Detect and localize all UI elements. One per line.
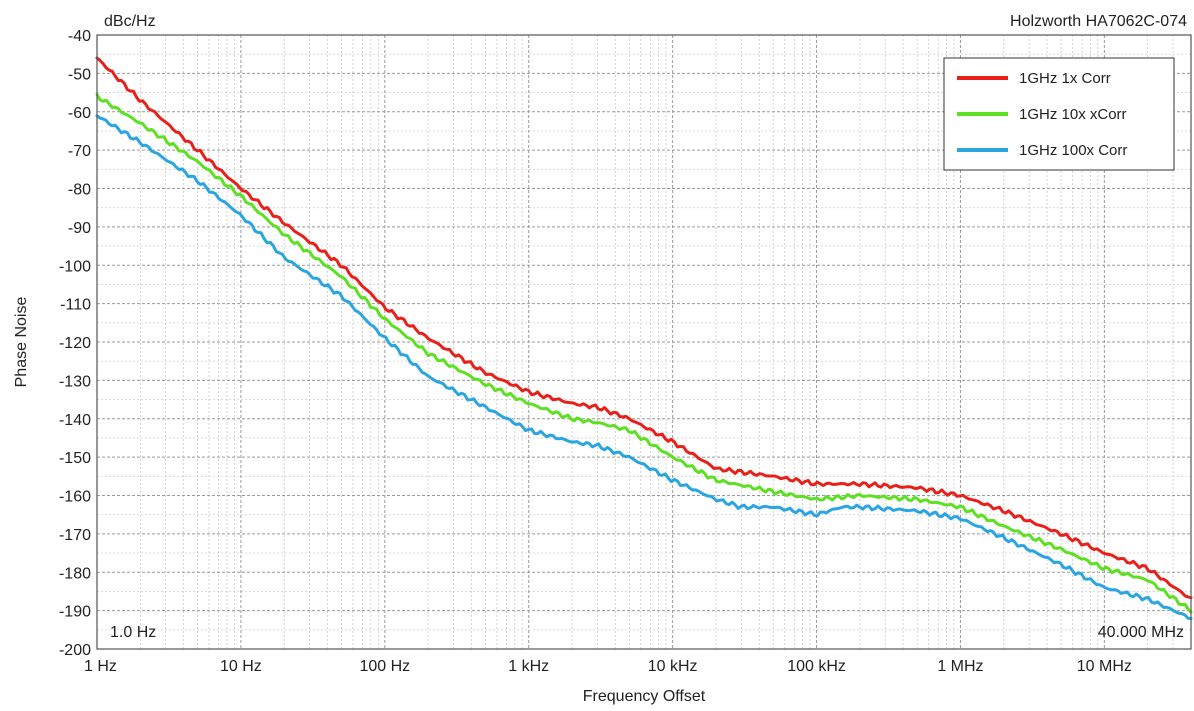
y-tick-label: -160 xyxy=(59,489,91,506)
y-tick-label: -90 xyxy=(68,220,91,237)
y-tick-label: -170 xyxy=(59,527,91,544)
legend-label-1: 1GHz 1x Corr xyxy=(1019,70,1111,87)
x-tick-label: 1 kHz xyxy=(508,658,549,675)
y-tick-label: -40 xyxy=(68,28,91,45)
series-line-3 xyxy=(95,114,1193,621)
legend: 1GHz 1x Corr 1GHz 10x xCorr 1GHz 100x Corr xyxy=(943,57,1175,171)
x-tick-labels: 1 Hz 10 Hz 100 Hz 1 kHz 10 kHz 100 kHz 1 MHz 10… xyxy=(84,658,1132,675)
y-tick-label: -80 xyxy=(68,182,91,199)
y-tick-label: -150 xyxy=(59,450,91,467)
start-frequency-label: 1.0 Hz xyxy=(110,624,156,641)
x-tick-label: 10 kHz xyxy=(648,658,698,675)
instrument-label: Holzworth HA7062C-074 xyxy=(1010,13,1187,30)
stop-frequency-label: 40.000 MHz xyxy=(1098,624,1184,641)
y-tick-label: -120 xyxy=(59,335,91,352)
x-tick-label: 100 kHz xyxy=(787,658,846,675)
x-tick-label: 1 Hz xyxy=(84,658,117,675)
y-tick-label: -110 xyxy=(60,297,91,314)
y-tick-label: -140 xyxy=(59,412,91,429)
x-axis-title: Frequency Offset xyxy=(583,688,706,705)
unit-label: dBc/Hz xyxy=(104,13,156,30)
y-tick-label: -100 xyxy=(59,258,91,275)
x-tick-label: 100 Hz xyxy=(359,658,410,675)
y-axis-title: Phase Noise xyxy=(13,297,30,388)
series-line-1 xyxy=(95,56,1193,600)
y-tick-label: -50 xyxy=(68,66,91,83)
x-tick-label: 10 MHz xyxy=(1077,658,1132,675)
legend-label-2: 1GHz 10x xCorr xyxy=(1019,106,1127,123)
y-tick-label: -190 xyxy=(59,604,91,621)
y-tick-label: -70 xyxy=(68,143,91,160)
plot-frame xyxy=(96,34,1192,650)
y-tick-labels: -40 -50 -60 -70 -80 -90 -100 -110 -120 -130 -140 -1… xyxy=(59,28,91,659)
y-tick-label: -130 xyxy=(59,373,91,390)
x-tick-label: 1 MHz xyxy=(937,658,983,675)
legend-label-3: 1GHz 100x Corr xyxy=(1019,142,1127,159)
series-line-2 xyxy=(95,92,1193,614)
y-tick-label: -200 xyxy=(59,642,91,659)
y-tick-label: -180 xyxy=(59,565,91,582)
x-tick-label: 10 Hz xyxy=(220,658,262,675)
y-tick-label: -60 xyxy=(68,105,91,122)
series-layer xyxy=(95,56,1193,621)
